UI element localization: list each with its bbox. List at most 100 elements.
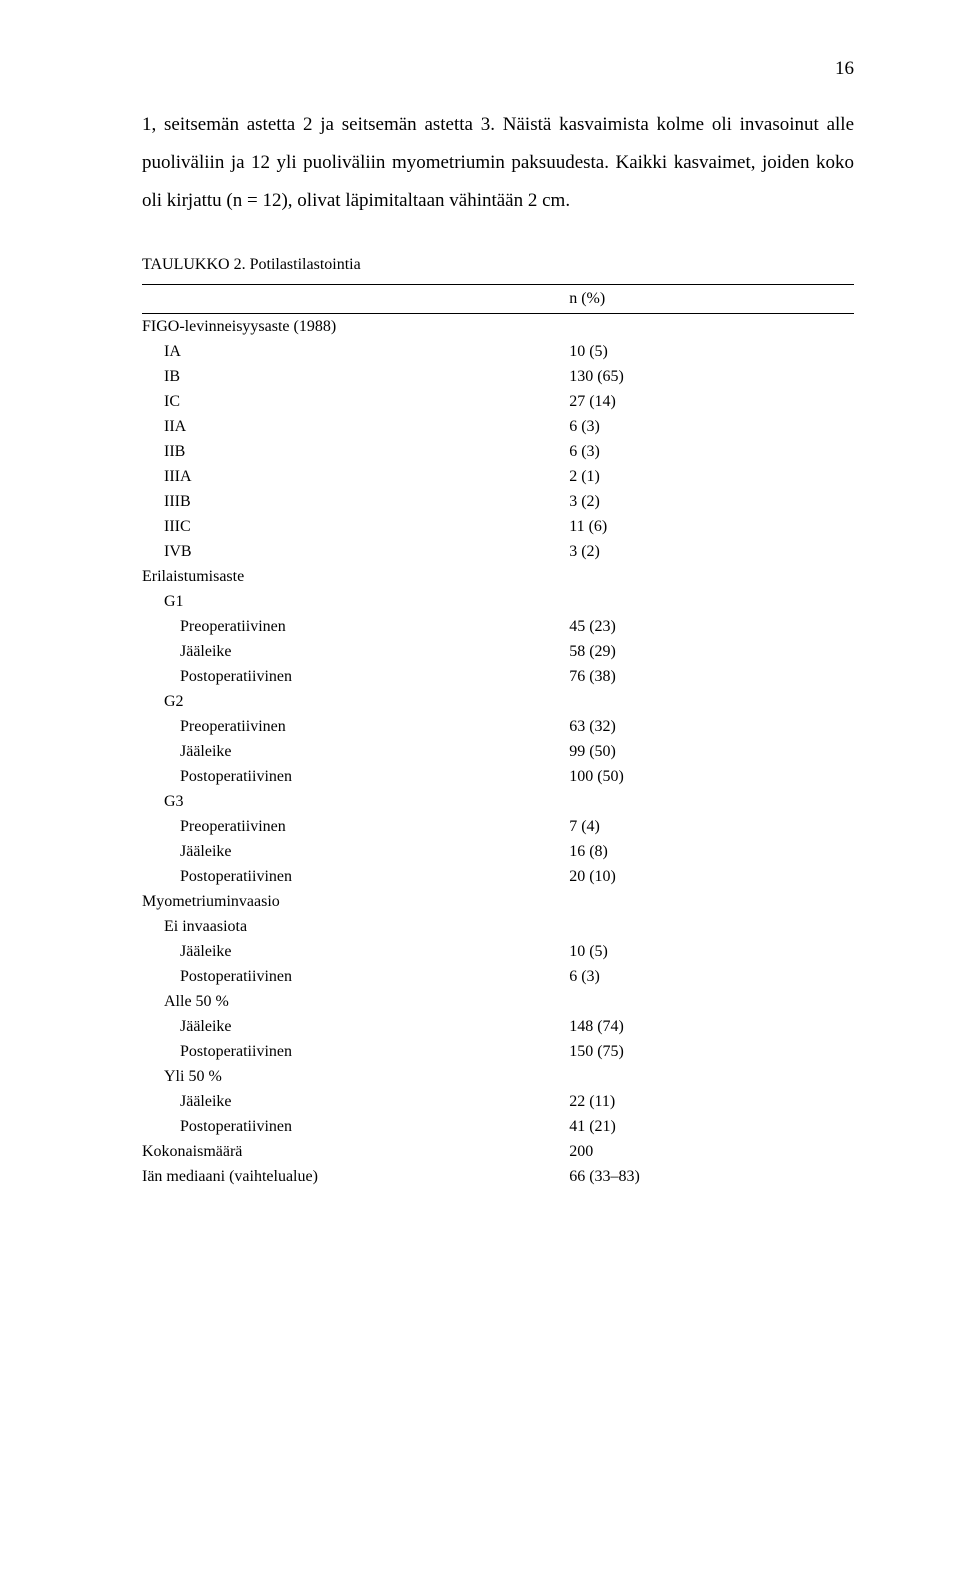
table-row: Ei invaasiota xyxy=(142,914,854,939)
table-row: IVB3 (2) xyxy=(142,539,854,564)
table-row: IIIA2 (1) xyxy=(142,464,854,489)
row-value: 22 (11) xyxy=(569,1089,854,1114)
table-row: Alle 50 % xyxy=(142,989,854,1014)
row-label: G2 xyxy=(142,689,569,714)
row-value: 3 (2) xyxy=(569,539,854,564)
row-label: Postoperatiivinen xyxy=(142,764,569,789)
table-header-row: n (%) xyxy=(142,285,854,314)
row-value: 63 (32) xyxy=(569,714,854,739)
table-caption: TAULUKKO 2. Potilastilastointia xyxy=(142,256,854,274)
row-value: 2 (1) xyxy=(569,464,854,489)
table-row: Iän mediaani (vaihtelualue)66 (33–83) xyxy=(142,1164,854,1189)
row-label: Postoperatiivinen xyxy=(142,1039,569,1064)
row-label: Ei invaasiota xyxy=(142,914,569,939)
row-value: 7 (4) xyxy=(569,814,854,839)
table-row: Jääleike16 (8) xyxy=(142,839,854,864)
row-label: G3 xyxy=(142,789,569,814)
table-row: Postoperatiivinen6 (3) xyxy=(142,964,854,989)
table-row: IIB6 (3) xyxy=(142,439,854,464)
table-row: FIGO-levinneisyysaste (1988) xyxy=(142,314,854,340)
table-row: G2 xyxy=(142,689,854,714)
row-value xyxy=(569,889,854,914)
table-row: Yli 50 % xyxy=(142,1064,854,1089)
row-label: IIB xyxy=(142,439,569,464)
row-label: IIIA xyxy=(142,464,569,489)
table-row: IIA6 (3) xyxy=(142,414,854,439)
row-value xyxy=(569,914,854,939)
row-label: Yli 50 % xyxy=(142,1064,569,1089)
row-label: Myometriuminvaasio xyxy=(142,889,569,914)
row-value: 99 (50) xyxy=(569,739,854,764)
row-value xyxy=(569,689,854,714)
table-header-value: n (%) xyxy=(569,285,854,314)
table-row: IIIC11 (6) xyxy=(142,514,854,539)
table-row: IIIB3 (2) xyxy=(142,489,854,514)
row-label: G1 xyxy=(142,589,569,614)
table-row: Jääleike148 (74) xyxy=(142,1014,854,1039)
table-row: Postoperatiivinen76 (38) xyxy=(142,664,854,689)
table-row: Postoperatiivinen100 (50) xyxy=(142,764,854,789)
data-table: n (%) FIGO-levinneisyysaste (1988)IA10 (… xyxy=(142,284,854,1189)
row-value: 200 xyxy=(569,1139,854,1164)
row-value: 10 (5) xyxy=(569,339,854,364)
table-row: Jääleike58 (29) xyxy=(142,639,854,664)
table-row: Postoperatiivinen20 (10) xyxy=(142,864,854,889)
document-page: 16 1, seitsemän astetta 2 ja seitsemän a… xyxy=(0,0,960,1247)
row-label: Jääleike xyxy=(142,1014,569,1039)
table-row: IC27 (14) xyxy=(142,389,854,414)
row-label: Iän mediaani (vaihtelualue) xyxy=(142,1164,569,1189)
row-label: IIIC xyxy=(142,514,569,539)
row-label: IC xyxy=(142,389,569,414)
row-label: IVB xyxy=(142,539,569,564)
row-value: 76 (38) xyxy=(569,664,854,689)
row-label: Postoperatiivinen xyxy=(142,664,569,689)
row-value xyxy=(569,589,854,614)
row-label: Jääleike xyxy=(142,1089,569,1114)
row-value: 150 (75) xyxy=(569,1039,854,1064)
row-value: 45 (23) xyxy=(569,614,854,639)
row-value: 130 (65) xyxy=(569,364,854,389)
table-row: IB130 (65) xyxy=(142,364,854,389)
row-value xyxy=(569,564,854,589)
row-value xyxy=(569,314,854,340)
row-value: 20 (10) xyxy=(569,864,854,889)
row-value: 41 (21) xyxy=(569,1114,854,1139)
row-value: 27 (14) xyxy=(569,389,854,414)
row-label: Jääleike xyxy=(142,839,569,864)
row-value xyxy=(569,989,854,1014)
row-value: 66 (33–83) xyxy=(569,1164,854,1189)
row-label: Jääleike xyxy=(142,639,569,664)
row-value xyxy=(569,789,854,814)
row-label: IA xyxy=(142,339,569,364)
row-label: FIGO-levinneisyysaste (1988) xyxy=(142,314,569,340)
table-header-empty xyxy=(142,285,569,314)
table-row: Postoperatiivinen41 (21) xyxy=(142,1114,854,1139)
row-label: Postoperatiivinen xyxy=(142,964,569,989)
table-row: Postoperatiivinen150 (75) xyxy=(142,1039,854,1064)
table-row: Preoperatiivinen45 (23) xyxy=(142,614,854,639)
row-label: Kokonaismäärä xyxy=(142,1139,569,1164)
table-row: Preoperatiivinen7 (4) xyxy=(142,814,854,839)
row-value: 10 (5) xyxy=(569,939,854,964)
row-value: 148 (74) xyxy=(569,1014,854,1039)
table-row: Erilaistumisaste xyxy=(142,564,854,589)
table-row: Jääleike10 (5) xyxy=(142,939,854,964)
row-label: Preoperatiivinen xyxy=(142,814,569,839)
table-row: Myometriuminvaasio xyxy=(142,889,854,914)
row-label: Jääleike xyxy=(142,739,569,764)
row-value: 6 (3) xyxy=(569,964,854,989)
row-label: Jääleike xyxy=(142,939,569,964)
row-value: 100 (50) xyxy=(569,764,854,789)
table-body: FIGO-levinneisyysaste (1988)IA10 (5)IB13… xyxy=(142,314,854,1190)
row-label: Postoperatiivinen xyxy=(142,1114,569,1139)
row-value xyxy=(569,1064,854,1089)
row-value: 6 (3) xyxy=(569,414,854,439)
page-number: 16 xyxy=(835,58,854,80)
table-row: Jääleike99 (50) xyxy=(142,739,854,764)
row-label: IB xyxy=(142,364,569,389)
table-row: Kokonaismäärä200 xyxy=(142,1139,854,1164)
row-label: IIIB xyxy=(142,489,569,514)
row-label: IIA xyxy=(142,414,569,439)
row-value: 3 (2) xyxy=(569,489,854,514)
row-value: 58 (29) xyxy=(569,639,854,664)
